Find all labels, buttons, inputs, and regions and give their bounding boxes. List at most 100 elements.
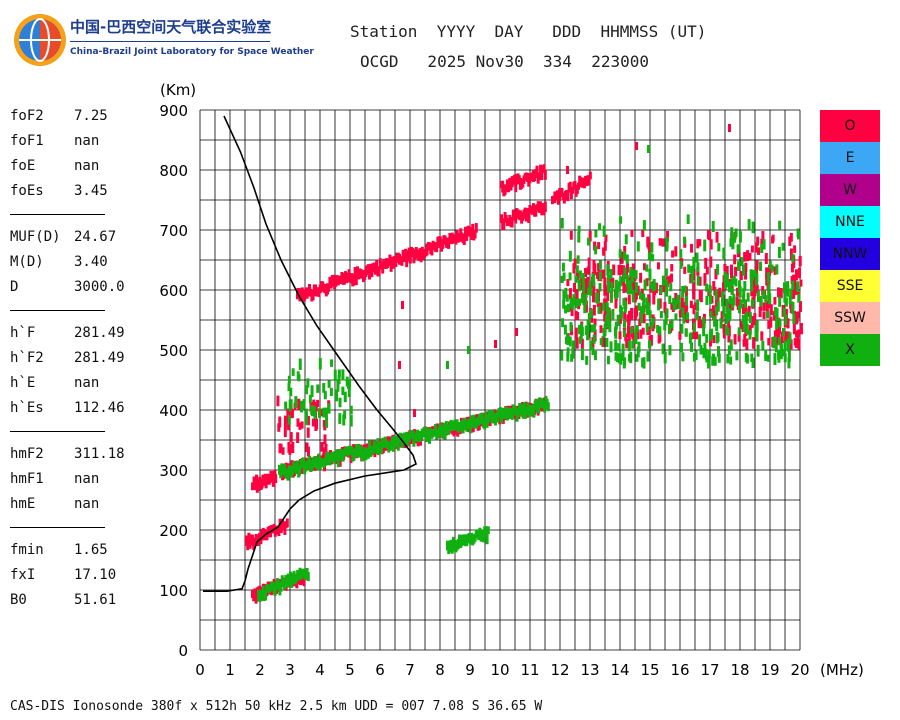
scatter-point-o	[543, 201, 547, 213]
scatter-point-x	[741, 314, 745, 325]
scatter-point-x	[751, 221, 755, 234]
param-separator	[10, 527, 105, 528]
scatter-point-o	[278, 416, 282, 428]
param-label: foEs	[10, 183, 44, 199]
scatter-point-x	[748, 312, 752, 324]
scatter-point-o	[663, 301, 667, 313]
scatter-point-o	[790, 263, 794, 273]
scatter-point-x	[306, 572, 310, 582]
scatter-point-o	[643, 263, 647, 271]
scatter-point-o	[792, 258, 796, 269]
scatter-point-x	[683, 285, 687, 294]
scatter-point-x	[713, 315, 717, 327]
scatter-point-x	[594, 230, 598, 238]
scatter-point-x	[516, 408, 520, 418]
scatter-point-x	[761, 340, 765, 350]
scatter-point-o	[500, 214, 503, 224]
scatter-point-x	[631, 340, 635, 349]
y-tick-label: 700	[159, 222, 188, 240]
parameter-panel: foF2 7.25 foF1 nan foE nan foEs 3.45 MUF(D) 24.67…	[10, 108, 140, 617]
scatter-point-o	[287, 421, 291, 431]
scatter-point-o	[389, 260, 393, 272]
scatter-point-x	[282, 463, 286, 474]
scatter-point-x	[779, 351, 783, 360]
scatter-point-o	[543, 169, 547, 180]
scatter-point-x	[616, 352, 620, 363]
scatter-point-x	[349, 405, 353, 414]
scatter-point-o	[777, 322, 781, 334]
scatter-point-x	[578, 270, 582, 279]
scatter-point-o	[714, 268, 718, 280]
scatter-point-x	[786, 285, 790, 297]
scatter-point-x	[682, 314, 686, 324]
param-value: nan	[74, 158, 100, 174]
y-tick-label: 900	[159, 102, 188, 120]
scatter-point-o	[692, 331, 696, 340]
scatter-point-x	[679, 260, 683, 269]
scatter-point-o	[289, 408, 293, 419]
scatter-point-o	[728, 302, 732, 311]
scatter-point-o	[764, 252, 768, 265]
scatter-point-o	[574, 310, 578, 321]
scatter-point-o	[671, 250, 675, 258]
scatter-point-o	[599, 325, 603, 333]
scatter-point-x	[623, 319, 627, 328]
scatter-point-x	[562, 289, 566, 302]
scatter-point-o	[752, 336, 756, 349]
scatter-point-x	[274, 581, 278, 591]
scatter-point-x	[696, 262, 700, 273]
scatter-point-o	[769, 316, 773, 328]
scatter-point-o	[283, 426, 287, 438]
scatter-point-o	[799, 279, 803, 287]
scatter-point-x	[699, 344, 703, 355]
scatter-point-x	[687, 264, 691, 273]
scatter-point-o	[508, 177, 512, 188]
scatter-point-x	[778, 296, 782, 307]
scatter-point-x	[755, 330, 759, 342]
scatter-point-o	[786, 331, 790, 340]
x-tick-label: 1	[225, 661, 235, 679]
scatter-point-o	[709, 239, 713, 250]
param-row: h`E nan	[10, 375, 140, 400]
scatter-point-o	[339, 275, 343, 284]
scatter-point-x	[657, 298, 661, 311]
scatter-point-o	[694, 302, 698, 310]
scatter-point-o	[300, 421, 304, 429]
scatter-point-x	[695, 311, 699, 321]
param-row: M(D) 3.40	[10, 254, 140, 279]
scatter-point-x	[278, 464, 281, 475]
scatter-point-o	[306, 415, 310, 426]
scatter-point-x	[782, 307, 786, 317]
scatter-point-x	[577, 225, 581, 233]
legend-item-w: W	[820, 174, 880, 206]
scatter-point-o	[747, 305, 751, 317]
scatter-point-x	[748, 330, 752, 340]
scatter-point-x	[336, 455, 340, 468]
scatter-point-x	[607, 309, 611, 322]
scatter-point-x	[702, 319, 706, 329]
scatter-point-x	[284, 401, 288, 410]
scatter-point-x	[717, 242, 721, 252]
x-tick-label: 12	[550, 661, 569, 679]
scatter-point-x	[650, 242, 654, 253]
scatter-point-x	[743, 299, 747, 308]
scatter-point-o	[283, 415, 287, 428]
scatter-point-x	[626, 283, 630, 295]
scatter-point-o	[354, 274, 358, 286]
scatter-point-x	[702, 325, 706, 337]
scatter-point-x	[521, 407, 525, 419]
x-tick-label: 0	[195, 661, 205, 679]
param-label: fxI	[10, 567, 36, 583]
scatter-point-x	[745, 354, 749, 364]
scatter-point-x	[711, 353, 715, 366]
scatter-point-x	[614, 339, 618, 352]
param-label: h`F	[10, 325, 36, 341]
scatter-point-x	[576, 255, 580, 264]
scatter-point-x	[343, 391, 347, 403]
scatter-point-o	[692, 289, 696, 300]
legend: O E W NNE NNW SSE SSW X	[820, 110, 880, 366]
scatter-point-o	[539, 164, 543, 173]
scatter-point-o	[725, 266, 729, 277]
scatter-point-x	[707, 357, 711, 369]
scatter-point-x	[619, 276, 623, 287]
